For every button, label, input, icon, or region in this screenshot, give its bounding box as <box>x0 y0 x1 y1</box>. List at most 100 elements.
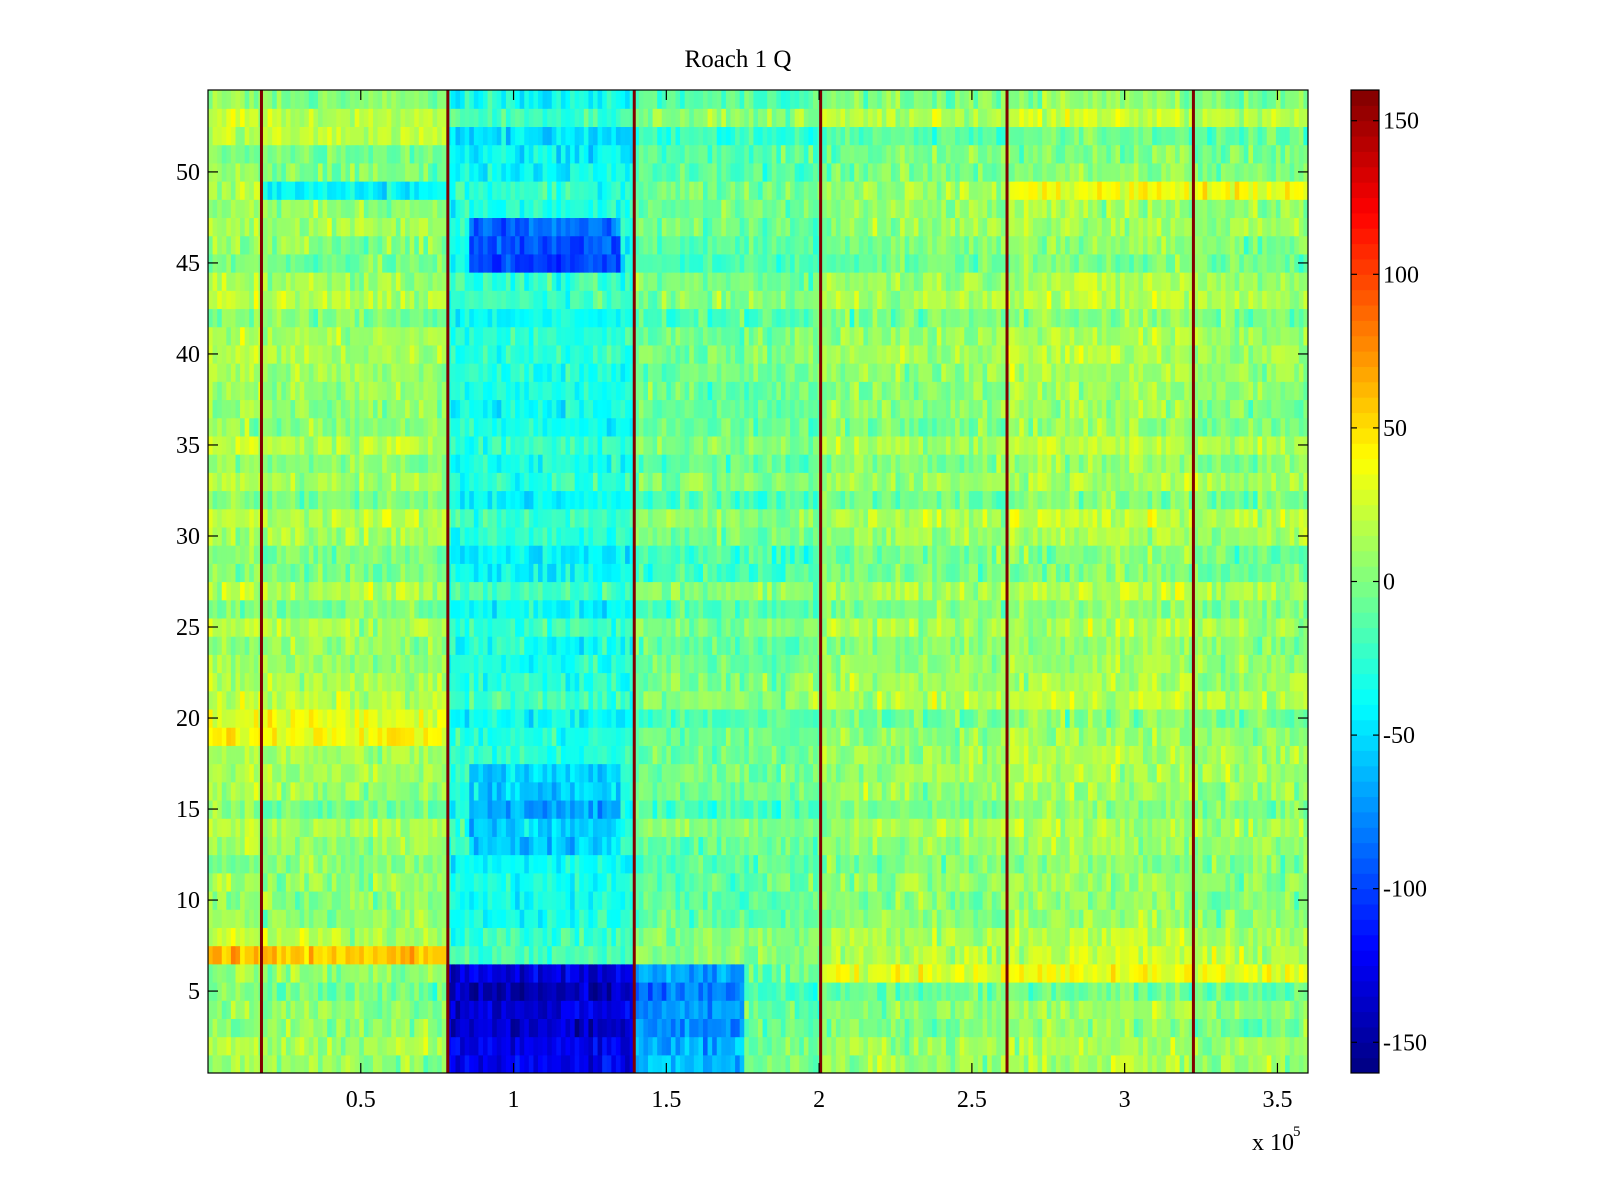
heatmap-cell <box>350 1018 356 1038</box>
heatmap-cell <box>945 708 952 728</box>
heatmap-cell <box>1280 799 1286 819</box>
heatmap-cell <box>1280 781 1286 801</box>
heatmap-cell <box>331 818 337 837</box>
heatmap-cell <box>588 1036 594 1056</box>
heatmap-cell <box>515 854 521 874</box>
heatmap-cell <box>1092 1018 1098 1038</box>
heatmap-cell <box>744 727 750 746</box>
heatmap-cell <box>1106 981 1112 1001</box>
heatmap-cell <box>1161 963 1167 983</box>
heatmap-cell <box>1234 1054 1240 1073</box>
heatmap-cell <box>505 981 512 1001</box>
heatmap-cell <box>845 727 851 746</box>
heatmap-cell <box>304 745 310 765</box>
heatmap-cell <box>670 854 677 874</box>
heatmap-cell <box>272 1018 278 1038</box>
heatmap-cell <box>377 727 383 746</box>
heatmap-cell <box>881 1054 887 1073</box>
heatmap-cell <box>657 690 663 710</box>
heatmap-cell <box>473 1054 480 1073</box>
heatmap-cell <box>1115 836 1121 856</box>
heatmap-cell <box>657 745 663 765</box>
heatmap-cell <box>1147 745 1153 765</box>
heatmap-cell <box>835 727 842 746</box>
heatmap-cell <box>290 763 296 783</box>
heatmap-cell <box>638 927 645 947</box>
heatmap-cell <box>693 1054 700 1073</box>
heatmap-cell <box>1014 836 1020 856</box>
heatmap-cell <box>625 909 631 928</box>
heatmap-cell <box>368 945 374 965</box>
heatmap-cell <box>703 945 709 965</box>
heatmap-cell <box>1078 927 1085 947</box>
heatmap-cell <box>868 799 874 819</box>
heatmap-cell <box>698 854 704 874</box>
heatmap-cell <box>1051 854 1057 874</box>
heatmap-cell <box>455 690 461 710</box>
heatmap-cell <box>1065 1036 1071 1056</box>
heatmap-cell <box>308 690 315 710</box>
heatmap-cell <box>771 799 777 819</box>
heatmap-cell <box>1275 1018 1282 1038</box>
heatmap-cell <box>735 854 741 874</box>
heatmap-cell <box>1248 909 1254 928</box>
heatmap-cell <box>1124 799 1130 819</box>
heatmap-cell <box>739 781 745 801</box>
heatmap-cell <box>1188 872 1195 892</box>
heatmap-cell <box>597 1000 603 1019</box>
heatmap-cell <box>936 909 942 928</box>
heatmap-cell <box>423 799 429 819</box>
heatmap-cell <box>863 909 869 928</box>
heatmap-cell <box>423 981 429 1001</box>
heatmap-cell <box>886 763 892 783</box>
heatmap-cell <box>276 872 282 892</box>
heatmap-cell <box>1097 690 1103 710</box>
heatmap-cell <box>299 781 305 801</box>
heatmap-cell <box>625 1036 631 1056</box>
heatmap-cell <box>1115 818 1121 837</box>
heatmap-cell <box>1253 981 1259 1001</box>
heatmap-cell <box>327 836 333 856</box>
heatmap-cell <box>634 1000 640 1019</box>
heatmap-cell <box>1023 872 1030 892</box>
heatmap-cell <box>670 799 677 819</box>
heatmap-cell <box>1147 890 1153 910</box>
heatmap-cell <box>666 909 672 928</box>
heatmap-cell <box>551 727 557 746</box>
heatmap-cell <box>1060 927 1066 947</box>
heatmap-cell <box>762 708 768 728</box>
heatmap-cell <box>1033 690 1039 710</box>
heatmap-cell <box>959 1000 965 1019</box>
heatmap-cell <box>703 1000 709 1019</box>
heatmap-cell <box>1019 708 1025 728</box>
heatmap-cell <box>1010 909 1016 928</box>
heatmap-cell <box>414 963 420 983</box>
heatmap-cell <box>1239 981 1245 1001</box>
heatmap-cell <box>1239 745 1245 765</box>
heatmap-cell <box>689 745 695 765</box>
heatmap-cell <box>528 1054 535 1073</box>
heatmap-cell <box>996 836 1002 856</box>
heatmap-cell <box>1266 763 1272 783</box>
heatmap-cell <box>1198 1036 1204 1056</box>
heatmap-cell <box>368 1000 374 1019</box>
heatmap-cell <box>1248 727 1254 746</box>
heatmap-cell <box>712 890 718 910</box>
heatmap-cell <box>290 1054 296 1073</box>
heatmap-cell <box>235 963 241 983</box>
heatmap-cell <box>308 1018 315 1038</box>
heatmap-cell <box>1211 963 1217 983</box>
heatmap-cell <box>345 1018 351 1038</box>
heatmap-cell <box>551 1000 557 1019</box>
heatmap-cell <box>872 854 878 874</box>
heatmap-cell <box>611 745 617 765</box>
heatmap-cell <box>1230 890 1236 910</box>
heatmap-cell <box>240 1018 246 1038</box>
heatmap-cell <box>244 854 250 874</box>
heatmap-cell <box>501 799 507 819</box>
heatmap-cell <box>1253 927 1259 947</box>
heatmap-cell <box>386 799 392 819</box>
heatmap-cell <box>1120 1054 1126 1073</box>
heatmap-cell <box>1230 836 1236 856</box>
heatmap-cell <box>1120 981 1126 1001</box>
